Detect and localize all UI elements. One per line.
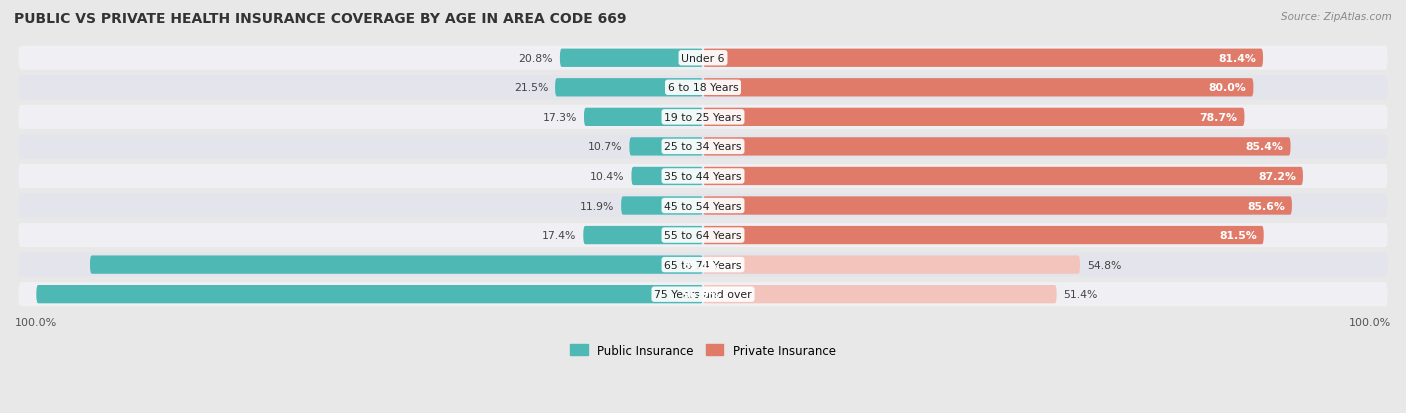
Text: 78.7%: 78.7% (1199, 113, 1237, 123)
Text: 6 to 18 Years: 6 to 18 Years (668, 83, 738, 93)
FancyBboxPatch shape (703, 226, 1264, 244)
Text: 85.6%: 85.6% (1247, 201, 1285, 211)
Text: PUBLIC VS PRIVATE HEALTH INSURANCE COVERAGE BY AGE IN AREA CODE 669: PUBLIC VS PRIVATE HEALTH INSURANCE COVER… (14, 12, 627, 26)
FancyBboxPatch shape (18, 105, 1388, 130)
FancyBboxPatch shape (630, 138, 703, 156)
FancyBboxPatch shape (90, 256, 703, 274)
Text: 11.9%: 11.9% (579, 201, 614, 211)
Text: 54.8%: 54.8% (1087, 260, 1121, 270)
Text: 25 to 34 Years: 25 to 34 Years (664, 142, 742, 152)
Text: Source: ZipAtlas.com: Source: ZipAtlas.com (1281, 12, 1392, 22)
FancyBboxPatch shape (583, 109, 703, 127)
FancyBboxPatch shape (18, 76, 1388, 100)
FancyBboxPatch shape (703, 197, 1292, 215)
FancyBboxPatch shape (703, 79, 1253, 97)
FancyBboxPatch shape (621, 197, 703, 215)
Text: Under 6: Under 6 (682, 54, 724, 64)
Text: 89.1%: 89.1% (682, 260, 720, 270)
FancyBboxPatch shape (18, 164, 1388, 189)
FancyBboxPatch shape (560, 50, 703, 68)
FancyBboxPatch shape (18, 253, 1388, 277)
Text: 75 Years and over: 75 Years and over (654, 290, 752, 299)
Text: 87.2%: 87.2% (1258, 171, 1296, 182)
Text: 80.0%: 80.0% (1209, 83, 1247, 93)
FancyBboxPatch shape (631, 167, 703, 186)
Text: 65 to 74 Years: 65 to 74 Years (664, 260, 742, 270)
Text: 20.8%: 20.8% (519, 54, 553, 64)
Text: 21.5%: 21.5% (513, 83, 548, 93)
FancyBboxPatch shape (18, 194, 1388, 218)
Text: 85.4%: 85.4% (1246, 142, 1284, 152)
Text: 81.4%: 81.4% (1218, 54, 1256, 64)
Text: 51.4%: 51.4% (1063, 290, 1098, 299)
Text: 17.4%: 17.4% (543, 230, 576, 240)
Text: 81.5%: 81.5% (1219, 230, 1257, 240)
Text: 10.7%: 10.7% (588, 142, 623, 152)
Text: 100.0%: 100.0% (1348, 317, 1391, 327)
FancyBboxPatch shape (37, 285, 703, 304)
FancyBboxPatch shape (18, 282, 1388, 306)
Text: 96.9%: 96.9% (682, 290, 720, 299)
FancyBboxPatch shape (18, 135, 1388, 159)
FancyBboxPatch shape (703, 50, 1263, 68)
FancyBboxPatch shape (703, 256, 1080, 274)
FancyBboxPatch shape (703, 167, 1303, 186)
Text: 19 to 25 Years: 19 to 25 Years (664, 113, 742, 123)
FancyBboxPatch shape (703, 109, 1244, 127)
FancyBboxPatch shape (703, 138, 1291, 156)
Text: 35 to 44 Years: 35 to 44 Years (664, 171, 742, 182)
Text: 10.4%: 10.4% (591, 171, 624, 182)
FancyBboxPatch shape (703, 285, 1057, 304)
FancyBboxPatch shape (583, 226, 703, 244)
Text: 17.3%: 17.3% (543, 113, 576, 123)
Text: 45 to 54 Years: 45 to 54 Years (664, 201, 742, 211)
Text: 100.0%: 100.0% (15, 317, 58, 327)
FancyBboxPatch shape (18, 223, 1388, 247)
FancyBboxPatch shape (18, 47, 1388, 71)
Text: 55 to 64 Years: 55 to 64 Years (664, 230, 742, 240)
Legend: Public Insurance, Private Insurance: Public Insurance, Private Insurance (565, 339, 841, 362)
FancyBboxPatch shape (555, 79, 703, 97)
